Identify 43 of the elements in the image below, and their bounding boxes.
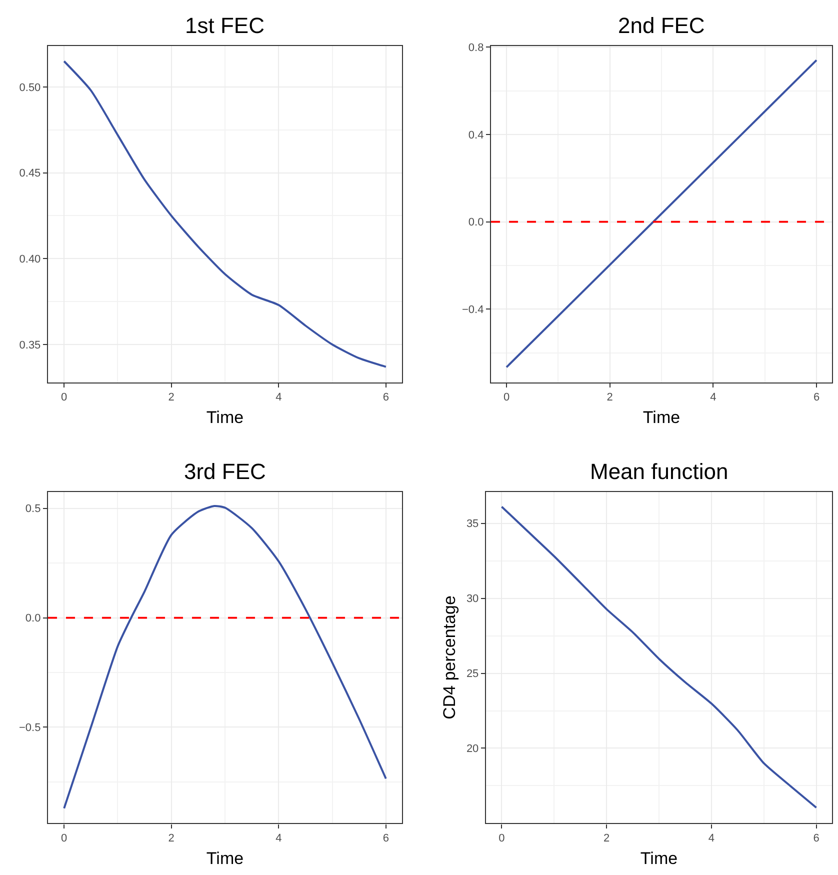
x-tick-label: 0 [61, 392, 68, 404]
y-tick-label: 0.45 [19, 168, 41, 180]
x-axis-title: Time [642, 408, 680, 427]
x-tick-label: 6 [382, 832, 389, 845]
x-tick-label: 2 [604, 832, 610, 845]
x-tick-label: 0 [498, 832, 505, 845]
x-tick-label: 4 [276, 832, 282, 845]
y-tick-label: 0.0 [468, 216, 484, 229]
x-tick-label: 6 [813, 392, 820, 404]
y-tick-label: −0.5 [18, 722, 41, 734]
y-tick-label: 0.0 [25, 612, 41, 625]
x-axis-title: Time [206, 408, 244, 427]
y-tick-label: 0.50 [19, 82, 41, 94]
y-tick-label: 0.4 [468, 129, 484, 142]
y-tick-label: 0.5 [25, 503, 41, 516]
chart-title: 1st FEC [185, 13, 265, 38]
line-series [500, 506, 818, 809]
x-tick-label: 0 [503, 392, 510, 404]
y-tick-label: 35 [466, 518, 479, 530]
x-tick-label: 4 [276, 392, 282, 404]
x-tick-label: 2 [168, 832, 174, 845]
y-tick-label: 0.40 [19, 254, 41, 266]
y-axis-title: CD4 percentage [440, 596, 459, 720]
y-tick-label: 0.35 [19, 339, 41, 352]
y-tick-label: 25 [466, 668, 479, 680]
chart-title: 3rd FEC [184, 459, 266, 484]
x-tick-label: 6 [813, 832, 820, 845]
y-tick-label: 30 [466, 593, 479, 606]
x-axis-title: Time [640, 848, 678, 868]
y-tick-label: −0.4 [462, 304, 484, 316]
x-axis-title: Time [206, 848, 244, 868]
chart-title: Mean function [590, 459, 728, 484]
x-tick-label: 0 [61, 832, 68, 845]
x-tick-label: 2 [606, 392, 613, 404]
x-tick-label: 4 [708, 832, 714, 845]
y-tick-label: 0.8 [468, 42, 484, 54]
line-series [63, 60, 387, 368]
x-tick-label: 6 [382, 392, 389, 404]
line-series [63, 504, 387, 810]
y-tick-label: 20 [466, 743, 479, 756]
chart-title: 2nd FEC [618, 13, 705, 38]
x-tick-label: 4 [710, 392, 716, 404]
x-tick-label: 2 [168, 392, 174, 404]
